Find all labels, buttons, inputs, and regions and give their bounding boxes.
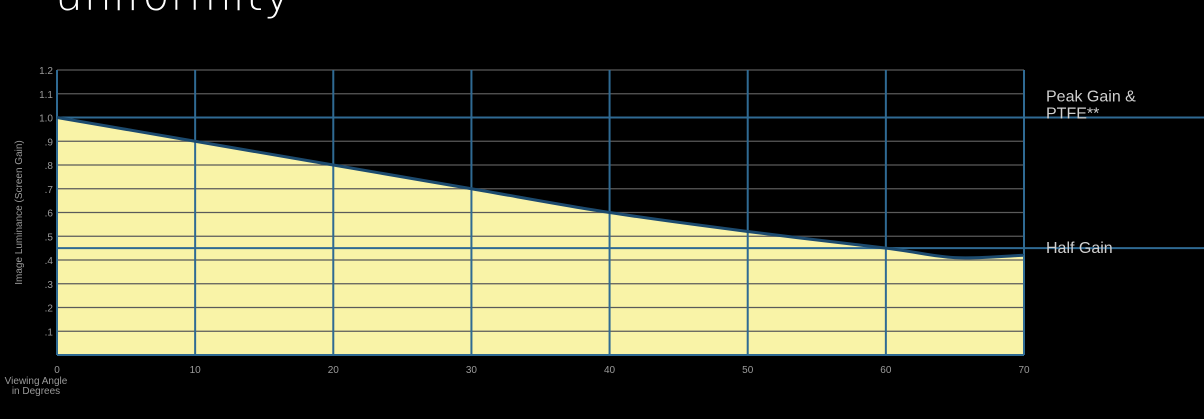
x-tick-label: 40	[604, 365, 616, 376]
x-tick-label: 50	[742, 365, 754, 376]
y-tick-label: .3	[45, 280, 54, 291]
page-title: uniformity	[55, 0, 291, 21]
reference-label: PTFE**	[1046, 106, 1099, 123]
y-tick-label: .1	[45, 327, 54, 338]
x-tick-label: 70	[1018, 365, 1030, 376]
y-tick-label: .9	[45, 137, 54, 148]
y-tick-label: 1.2	[39, 66, 53, 77]
x-axis-title: Viewing Angle	[5, 376, 68, 387]
x-tick-label: 60	[880, 365, 892, 376]
y-tick-label: 1.0	[39, 114, 53, 125]
y-axis-title: Image Luminance (Screen Gain)	[14, 140, 25, 285]
x-tick-label: 0	[54, 365, 60, 376]
y-tick-label: .5	[45, 232, 54, 243]
x-tick-label: 20	[328, 365, 340, 376]
reference-label: Half Gain	[1046, 240, 1113, 257]
y-tick-label: .2	[45, 304, 54, 315]
y-tick-label: .7	[45, 185, 54, 196]
x-tick-label: 30	[466, 365, 478, 376]
y-tick-label: 1.1	[39, 90, 53, 101]
y-tick-label: .6	[45, 209, 54, 220]
y-tick-label: .8	[45, 161, 54, 172]
x-tick-label: 10	[190, 365, 202, 376]
y-tick-label: .4	[45, 256, 54, 267]
luminance-curve	[56, 116, 1025, 260]
reference-label: Peak Gain &	[1046, 89, 1136, 106]
x-axis-title: in Degrees	[12, 386, 60, 397]
